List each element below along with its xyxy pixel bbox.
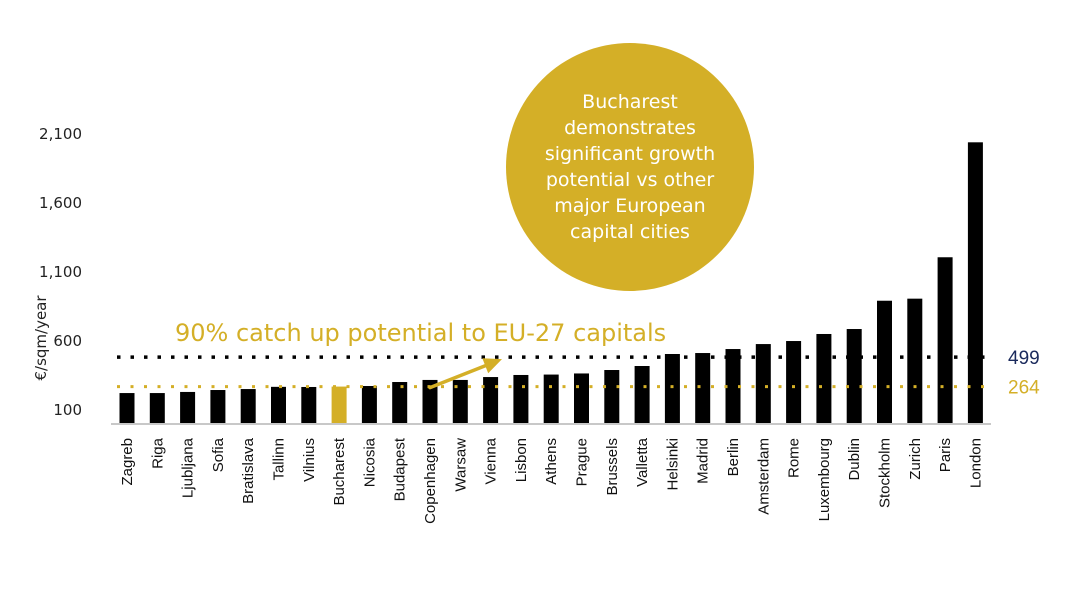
category-label: Brussels xyxy=(604,438,621,496)
bar-vilnius xyxy=(301,386,317,423)
bar-sofia xyxy=(210,390,226,423)
category-label: Sofia xyxy=(210,437,227,472)
reference-label-499: 499 xyxy=(1008,348,1040,369)
category-label: Amsterdam xyxy=(755,438,772,515)
category-label: London xyxy=(967,438,984,488)
category-label: Budapest xyxy=(392,437,409,501)
y-tick-label: 100 xyxy=(53,401,82,419)
callout-line: significant growth xyxy=(544,143,716,165)
bar-brussels xyxy=(604,370,620,423)
bar-valletta xyxy=(634,366,650,423)
bar-madrid xyxy=(695,353,711,423)
category-labels: Zagreb Riga Ljubljana Sofia Bratislava Tallin… xyxy=(119,437,984,524)
arrow-head-icon xyxy=(482,358,502,374)
bar-berlin xyxy=(725,349,741,423)
category-label: Valletta xyxy=(634,437,651,487)
bar-nicosia xyxy=(361,386,377,423)
bar-london xyxy=(967,142,983,424)
bar-athens xyxy=(543,374,559,423)
reference-label-264: 264 xyxy=(1008,378,1040,399)
category-label: Luxembourg xyxy=(816,438,833,521)
arrow-shaft xyxy=(428,363,488,390)
bar-helsinki xyxy=(664,354,680,423)
category-label: Prague xyxy=(574,438,591,486)
category-label: Nicosia xyxy=(361,437,378,487)
catch-up-arrow xyxy=(428,358,502,390)
category-label: Rome xyxy=(786,438,803,478)
callout-line: major European xyxy=(554,195,706,217)
bar-zagreb xyxy=(119,393,135,423)
bar-amsterdam xyxy=(755,344,771,423)
y-tick-label: 600 xyxy=(53,332,82,350)
y-axis-title: €/sqm/year xyxy=(32,295,50,381)
bar-copenhagen xyxy=(422,379,438,423)
category-label: Dublin xyxy=(846,438,863,481)
bar-luxembourg xyxy=(816,333,832,423)
category-label: Ljubljana xyxy=(180,437,197,498)
category-label: Paris xyxy=(937,438,954,472)
category-label: Athens xyxy=(543,438,560,485)
category-label: Zurich xyxy=(907,438,924,480)
bar-bratislava xyxy=(240,389,256,423)
bars xyxy=(119,142,983,424)
bar-prague xyxy=(574,373,589,423)
y-tick-label: 1,100 xyxy=(39,263,82,281)
category-label: Berlin xyxy=(725,438,742,476)
category-label: Madrid xyxy=(695,438,712,484)
category-label: Bratislava xyxy=(240,437,257,504)
y-tick-label: 2,100 xyxy=(39,125,82,143)
category-label: Vienna xyxy=(483,437,500,484)
bar-zurich xyxy=(907,298,923,423)
callout-line: demonstrates xyxy=(564,117,696,139)
category-label: Zagreb xyxy=(119,438,136,486)
callout-line: capital cities xyxy=(570,221,690,243)
bar-riga xyxy=(149,393,165,423)
category-label: Lisbon xyxy=(513,438,530,482)
y-axis-ticks: 100 600 1,100 1,600 2,100 xyxy=(39,125,82,419)
category-label: Warsaw xyxy=(452,438,469,492)
y-tick-label: 1,600 xyxy=(39,194,82,212)
bar-highlight-bucharest xyxy=(331,386,347,423)
category-label: Copenhagen xyxy=(422,438,439,524)
category-label: Vilnius xyxy=(301,438,318,482)
bar-paris xyxy=(937,257,953,423)
bar-dublin xyxy=(846,329,862,423)
bar-warsaw xyxy=(452,379,468,423)
callout-bubble: Bucharest demonstrates significant growt… xyxy=(506,43,754,291)
callout-line: potential vs other xyxy=(545,169,715,191)
catch-up-annotation: 90% catch up potential to EU-27 capitals xyxy=(175,319,666,347)
category-label: Stockholm xyxy=(877,438,894,508)
bar-stockholm xyxy=(877,300,892,423)
bar-rome xyxy=(786,341,802,423)
category-label: Tallinn xyxy=(271,438,288,481)
category-label: Riga xyxy=(149,437,166,469)
callout-text: Bucharest demonstrates significant growt… xyxy=(530,89,730,245)
bar-budapest xyxy=(392,382,408,423)
bar-tallinn xyxy=(271,386,286,423)
category-label: Bucharest xyxy=(331,437,348,505)
bar-ljubljana xyxy=(180,391,196,423)
category-label: Helsinki xyxy=(664,438,681,491)
bar-lisbon xyxy=(513,374,529,423)
callout-line: Bucharest xyxy=(582,91,678,113)
bar-vienna xyxy=(483,377,499,423)
